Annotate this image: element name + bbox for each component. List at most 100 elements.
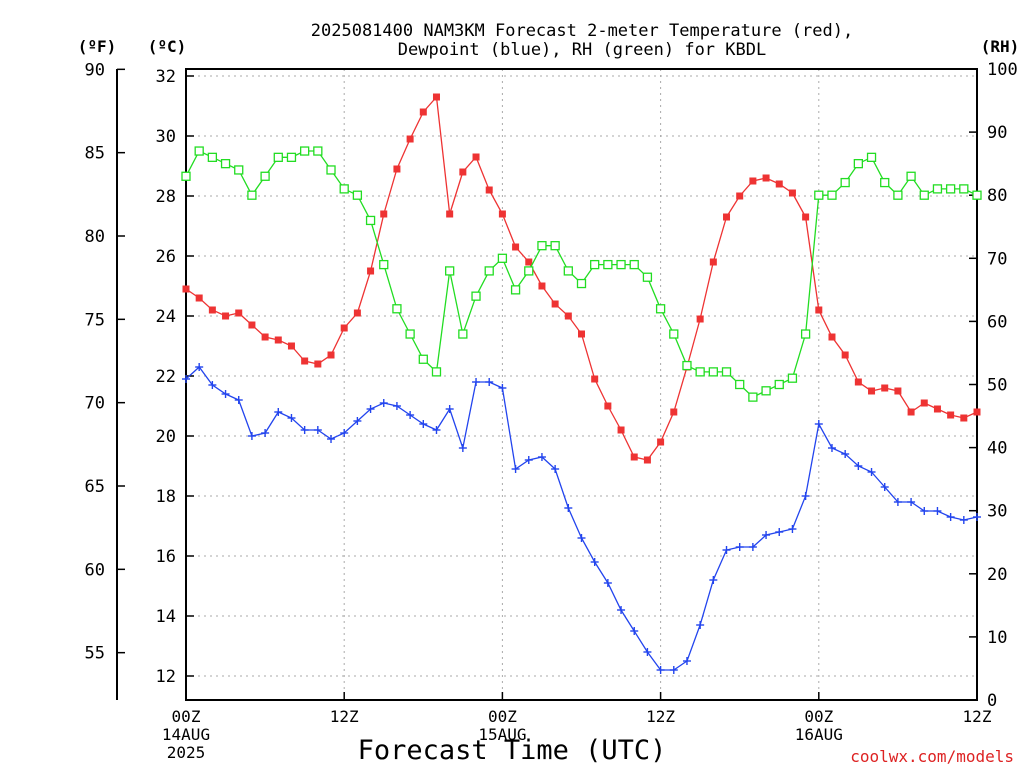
rh-point bbox=[365, 215, 376, 226]
rh-point bbox=[273, 152, 283, 162]
dewpoint-point bbox=[564, 504, 573, 512]
temperature-point bbox=[670, 408, 678, 416]
celsius-tick-label: 26 bbox=[156, 247, 176, 267]
dewpoint-point bbox=[485, 378, 494, 386]
data-series bbox=[181, 93, 982, 674]
temperature-point bbox=[947, 411, 955, 419]
dewpoint-point bbox=[854, 462, 863, 470]
dewpoint-point bbox=[801, 492, 810, 500]
dewpoint-point bbox=[300, 426, 309, 434]
temperature-point bbox=[960, 414, 968, 422]
rh-point bbox=[906, 171, 916, 181]
temperature-point bbox=[367, 267, 375, 275]
axes: 5560657075808590121416182022242628303201… bbox=[85, 60, 1018, 762]
temperature-point bbox=[274, 336, 282, 344]
temperature-point bbox=[208, 306, 216, 314]
dewpoint-point bbox=[827, 444, 836, 452]
dewpoint-point bbox=[933, 507, 942, 515]
rh-tick-label: 90 bbox=[987, 123, 1007, 143]
dewpoint-point bbox=[551, 465, 560, 473]
temperature-point bbox=[353, 309, 361, 317]
rh-point bbox=[800, 329, 811, 339]
dewpoint-point bbox=[669, 666, 678, 674]
rh-point bbox=[827, 190, 837, 200]
rh-tick-label: 10 bbox=[987, 628, 1007, 648]
fahrenheit-tick-label: 85 bbox=[85, 144, 105, 164]
temperature-point bbox=[472, 153, 480, 161]
temperature-point bbox=[709, 258, 717, 266]
x-tick-label: 12Z bbox=[963, 707, 992, 726]
rh-point bbox=[207, 152, 218, 162]
rh-tick-label: 50 bbox=[987, 376, 1007, 396]
rh-point bbox=[286, 152, 297, 162]
dewpoint-point bbox=[867, 468, 876, 476]
fahrenheit-tick-label: 70 bbox=[85, 394, 105, 414]
rh-point bbox=[247, 190, 257, 200]
chart-title-line1: 2025081400 NAM3KM Forecast 2-meter Tempe… bbox=[311, 21, 853, 41]
rh-point bbox=[721, 367, 732, 377]
rh-point bbox=[616, 259, 626, 270]
dewpoint-point bbox=[880, 483, 889, 491]
temperature-point bbox=[261, 333, 269, 341]
temperature-point bbox=[828, 333, 836, 341]
rh-point bbox=[392, 304, 402, 314]
rh-point bbox=[313, 146, 323, 156]
celsius-tick-label: 16 bbox=[156, 547, 176, 567]
temperature-point bbox=[248, 321, 256, 329]
temperature-point bbox=[788, 189, 796, 197]
rh-point bbox=[431, 367, 442, 377]
fahrenheit-tick-label: 90 bbox=[85, 60, 105, 80]
rh-tick-label: 0 bbox=[987, 691, 997, 711]
temperature-point bbox=[723, 213, 731, 221]
dewpoint-point bbox=[841, 450, 850, 458]
rh-point bbox=[590, 259, 600, 270]
temperature-point bbox=[657, 438, 665, 446]
dewpoint-point bbox=[973, 513, 981, 521]
temperature-point bbox=[591, 375, 599, 383]
temperature-point bbox=[696, 315, 704, 323]
temperature-point bbox=[485, 186, 493, 194]
dewpoint-point bbox=[287, 414, 296, 422]
dewpoint-point bbox=[313, 426, 322, 434]
dewpoint-point bbox=[643, 648, 652, 656]
rh-point bbox=[787, 373, 798, 383]
temperature-point bbox=[736, 192, 744, 200]
rh-point bbox=[735, 379, 745, 390]
temperature-point bbox=[775, 180, 783, 188]
rh-tick-label: 40 bbox=[987, 439, 1007, 459]
dewpoint-point bbox=[247, 432, 256, 440]
temperature-point bbox=[868, 387, 876, 395]
rh-tick-label: 70 bbox=[987, 249, 1007, 269]
rh-point bbox=[893, 190, 903, 200]
temperature-point bbox=[512, 243, 520, 251]
rh-point bbox=[669, 329, 679, 339]
dewpoint-point bbox=[406, 411, 415, 419]
celsius-tick-label: 14 bbox=[156, 607, 176, 627]
rh-point bbox=[352, 190, 363, 200]
rh-point bbox=[959, 184, 969, 194]
rh-point bbox=[220, 158, 231, 169]
dewpoint-point bbox=[353, 417, 362, 425]
rh-point bbox=[853, 158, 863, 169]
celsius-tick-label: 28 bbox=[156, 187, 176, 207]
dewpoint-point bbox=[537, 453, 546, 461]
rh-point bbox=[326, 165, 336, 175]
temperature-point bbox=[222, 312, 230, 320]
temperature-point bbox=[841, 351, 849, 359]
dewpoint-point bbox=[445, 405, 454, 413]
temperature-point bbox=[617, 426, 625, 434]
rh-point bbox=[234, 165, 244, 175]
dewpoint-point bbox=[195, 363, 204, 371]
dewpoint-point bbox=[696, 621, 705, 629]
temperature-point bbox=[235, 309, 243, 317]
temperature-point bbox=[564, 312, 572, 320]
rh-tick-label: 80 bbox=[987, 186, 1007, 206]
dewpoint-point bbox=[221, 390, 230, 398]
temperature-point bbox=[920, 399, 928, 407]
x-axis-title: Forecast Time (UTC) bbox=[358, 735, 667, 766]
rh-point bbox=[655, 304, 666, 314]
dewpoint-point bbox=[524, 456, 533, 464]
dewpoint-point bbox=[814, 420, 823, 428]
rh-point bbox=[708, 367, 718, 377]
